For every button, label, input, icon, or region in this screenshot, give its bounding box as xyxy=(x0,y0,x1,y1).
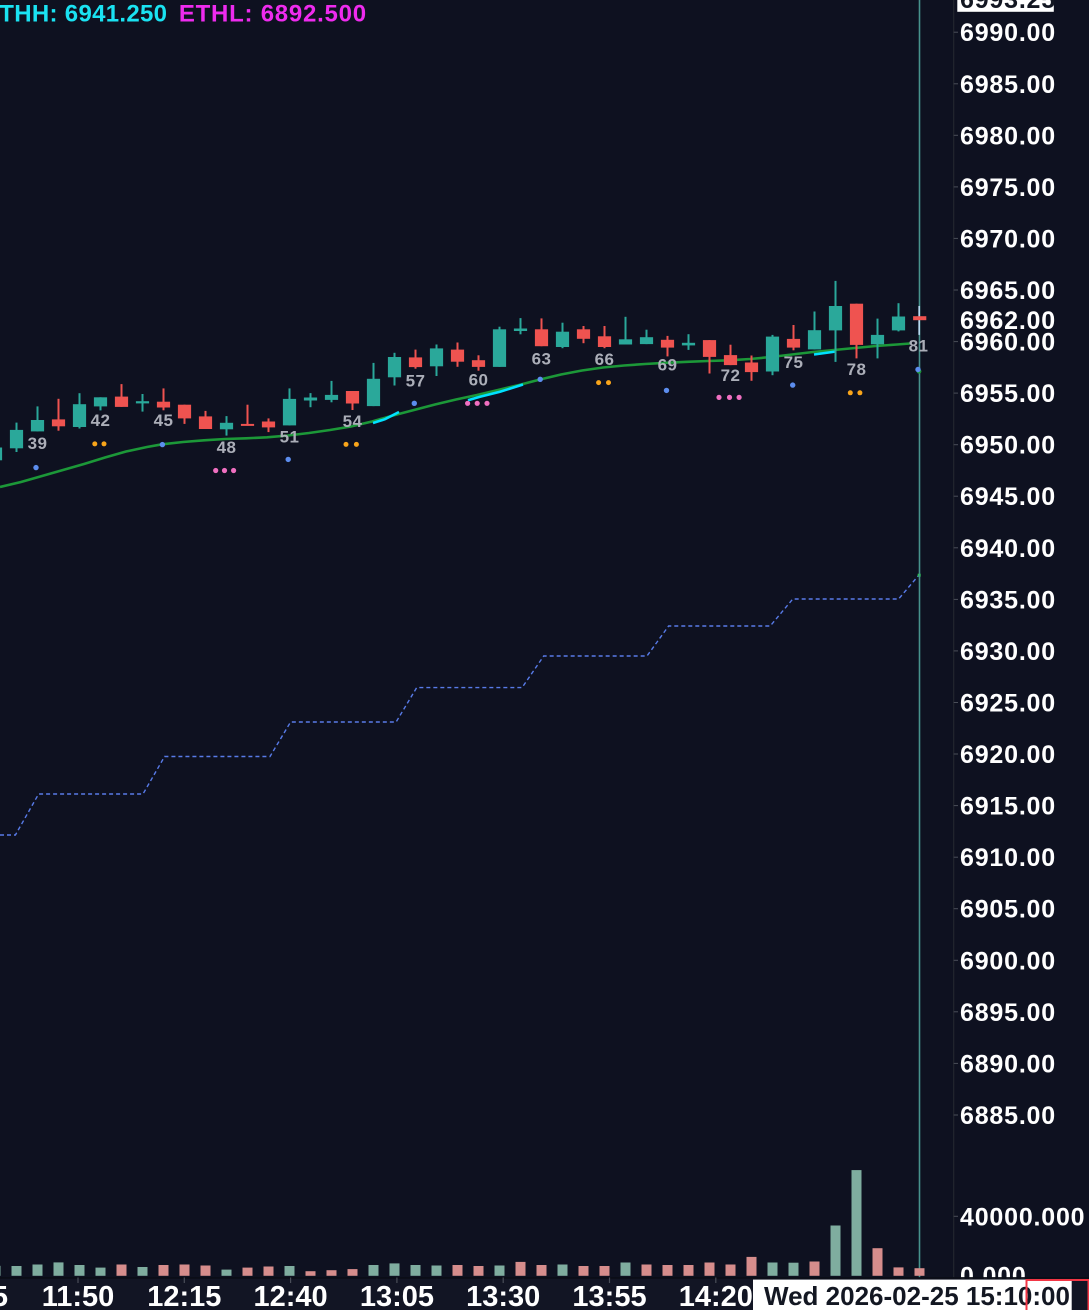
svg-text:6885.00: 6885.00 xyxy=(960,1102,1056,1130)
svg-text:72: 72 xyxy=(721,366,741,385)
svg-text:6980.00: 6980.00 xyxy=(960,122,1056,150)
svg-text:6895.00: 6895.00 xyxy=(960,999,1056,1027)
svg-text:69: 69 xyxy=(658,355,678,374)
svg-text:6970.00: 6970.00 xyxy=(960,225,1056,253)
svg-text:60: 60 xyxy=(469,371,489,390)
svg-text:63: 63 xyxy=(532,349,552,368)
svg-text:75: 75 xyxy=(784,353,804,372)
svg-text:14:20: 14:20 xyxy=(679,1281,753,1310)
svg-text:6940.00: 6940.00 xyxy=(960,535,1056,563)
svg-text:78: 78 xyxy=(847,360,867,379)
svg-text:6993.25: 6993.25 xyxy=(960,0,1056,14)
svg-text:54: 54 xyxy=(343,412,363,431)
svg-text:6935.00: 6935.00 xyxy=(960,586,1056,614)
svg-text:6990.00: 6990.00 xyxy=(960,19,1056,47)
svg-text:13:30: 13:30 xyxy=(466,1281,540,1310)
svg-text:45: 45 xyxy=(154,411,174,430)
svg-text:6945.00: 6945.00 xyxy=(960,483,1056,511)
svg-text:6900.00: 6900.00 xyxy=(960,947,1056,975)
svg-text:51: 51 xyxy=(280,428,300,447)
svg-text:40000.000: 40000.000 xyxy=(960,1203,1085,1231)
svg-text:6965.00: 6965.00 xyxy=(960,277,1056,305)
svg-text:11:50: 11:50 xyxy=(42,1281,115,1310)
svg-text:39: 39 xyxy=(28,434,48,453)
svg-text:13:05: 13:05 xyxy=(360,1281,434,1310)
svg-text:ETHL: 6892.500: ETHL: 6892.500 xyxy=(179,0,367,27)
svg-text:57: 57 xyxy=(406,372,426,391)
svg-text:12:40: 12:40 xyxy=(254,1281,328,1310)
svg-text:ETHH: 6941.250: ETHH: 6941.250 xyxy=(0,0,167,27)
svg-text:6985.00: 6985.00 xyxy=(960,71,1056,99)
svg-text:6960.00: 6960.00 xyxy=(960,329,1056,357)
svg-text:11:25: 11:25 xyxy=(0,1281,8,1310)
svg-text:6930.00: 6930.00 xyxy=(960,638,1056,666)
svg-text:Wed 2026-02-25 15:10:00: Wed 2026-02-25 15:10:00 xyxy=(764,1281,1070,1310)
svg-text:6910.00: 6910.00 xyxy=(960,844,1056,872)
svg-text:6905.00: 6905.00 xyxy=(960,896,1056,924)
svg-text:6950.00: 6950.00 xyxy=(960,432,1056,460)
svg-text:6915.00: 6915.00 xyxy=(960,793,1056,821)
svg-text:6925.00: 6925.00 xyxy=(960,690,1056,718)
svg-text:42: 42 xyxy=(91,411,111,430)
svg-text:6955.00: 6955.00 xyxy=(960,380,1056,408)
svg-text:6975.00: 6975.00 xyxy=(960,174,1056,202)
svg-text:6920.00: 6920.00 xyxy=(960,741,1056,769)
svg-text:12:15: 12:15 xyxy=(147,1281,221,1310)
svg-text:48: 48 xyxy=(217,438,237,457)
svg-text:66: 66 xyxy=(595,350,615,369)
svg-text:81: 81 xyxy=(909,337,929,356)
svg-text:13:55: 13:55 xyxy=(572,1281,646,1310)
svg-text:6890.00: 6890.00 xyxy=(960,1050,1056,1078)
svg-text:6962.00: 6962.00 xyxy=(960,307,1056,335)
